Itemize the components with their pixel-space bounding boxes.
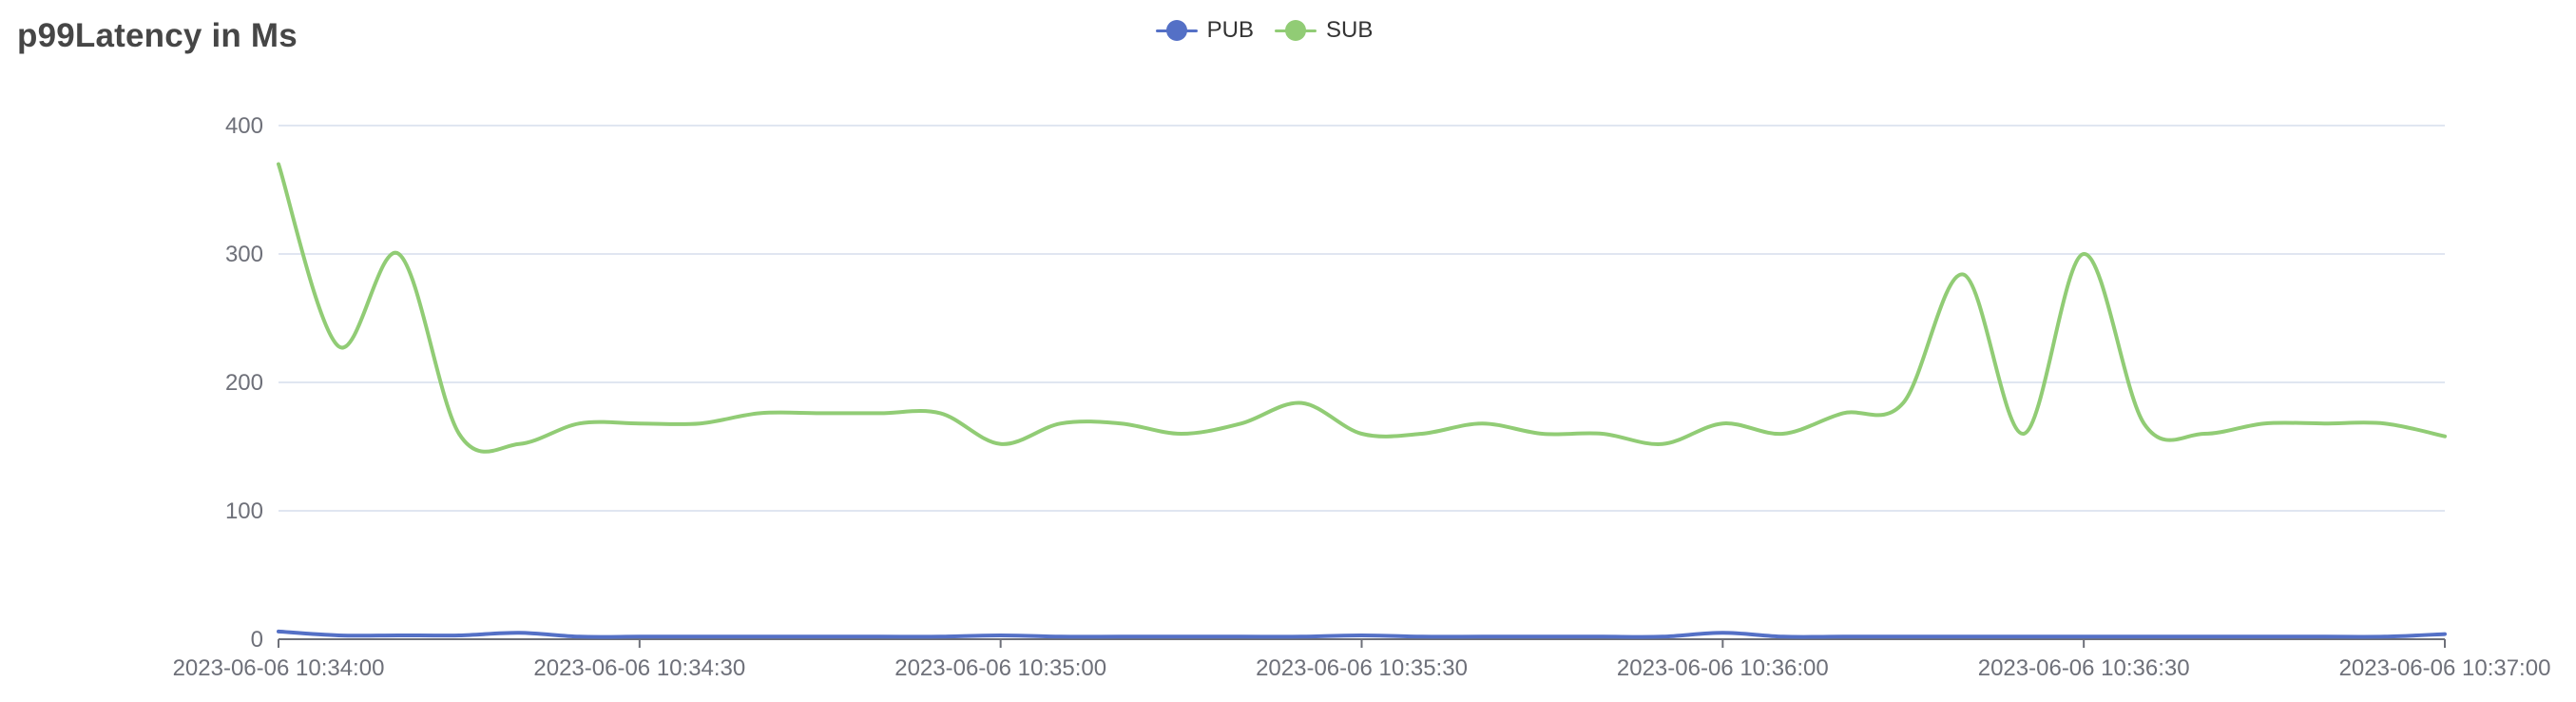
series-line-sub bbox=[277, 162, 2447, 454]
series-line-pub bbox=[277, 629, 2447, 639]
legend-item-sub[interactable]: SUB bbox=[1275, 17, 1373, 44]
legend-item-pub[interactable]: PUB bbox=[1155, 17, 1254, 44]
legend-pub-swatch-icon bbox=[1155, 20, 1198, 41]
y-tick-label: 0 bbox=[251, 627, 263, 653]
chart-legend: PUB SUB bbox=[0, 17, 2552, 44]
x-tick-label: 2023-06-06 10:35:00 bbox=[894, 655, 1106, 681]
x-tick-label: 2023-06-06 10:37:00 bbox=[2339, 655, 2551, 681]
chart-title: p99Latency in Ms bbox=[17, 17, 298, 54]
legend-sub-swatch-icon bbox=[1275, 20, 1317, 41]
x-tick-label: 2023-06-06 10:36:00 bbox=[1617, 655, 1829, 681]
legend-pub-label: PUB bbox=[1206, 17, 1254, 43]
y-tick-label: 100 bbox=[225, 498, 263, 524]
x-tick-label: 2023-06-06 10:36:30 bbox=[1978, 655, 2190, 681]
axis-layer bbox=[278, 639, 2446, 648]
grid-layer bbox=[279, 125, 2445, 640]
label-layer: 0 100 200 300 400 2023-06-06 10:34:00 2023-06-… bbox=[173, 113, 2551, 681]
x-tick-label: 2023-06-06 10:34:00 bbox=[173, 655, 385, 681]
legend-sub-label: SUB bbox=[1326, 17, 1374, 43]
series-layer bbox=[277, 162, 2447, 639]
x-tick-label: 2023-06-06 10:34:30 bbox=[533, 655, 745, 681]
y-tick-label: 200 bbox=[225, 370, 263, 396]
x-tick-label: 2023-06-06 10:35:30 bbox=[1256, 655, 1468, 681]
y-tick-label: 300 bbox=[225, 242, 263, 267]
y-tick-label: 400 bbox=[225, 113, 263, 139]
